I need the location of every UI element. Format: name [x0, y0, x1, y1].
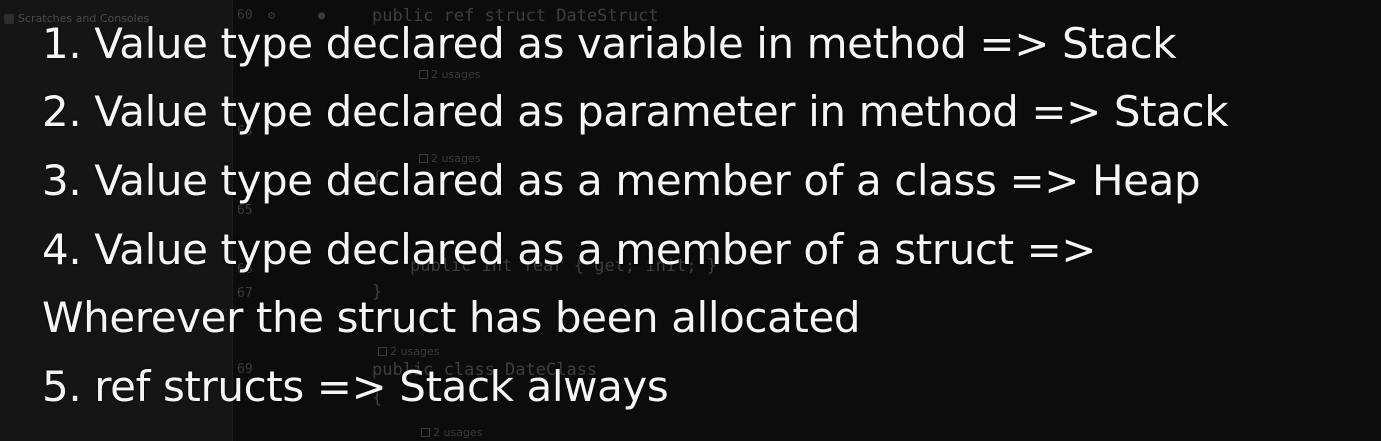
usages-hint[interactable]: 2 usages: [421, 426, 482, 439]
project-sidebar: Scratches and Consoles: [0, 0, 233, 441]
usages-icon: [419, 154, 428, 163]
usages-hint[interactable]: 2 usages: [378, 345, 439, 358]
sidebar-item-label: Scratches and Consoles: [18, 12, 150, 25]
line-number: 63: [237, 124, 253, 139]
code-line: public class DateClass: [372, 360, 598, 380]
caption-line-5: Wherever the struct has been allocated: [42, 293, 861, 342]
breakpoint-icon[interactable]: ●: [318, 8, 326, 22]
code-line: {: [372, 388, 383, 408]
line-number: 66: [237, 262, 253, 277]
line-number: 60: [237, 8, 253, 23]
code-line: public ref struct DateStruct: [372, 6, 659, 26]
usages-hint[interactable]: 2 usages: [419, 152, 480, 165]
line-number: 65: [237, 203, 253, 218]
caption-line-2: 2. Value type declared as parameter in m…: [42, 87, 1229, 136]
code-line: {: [372, 168, 383, 188]
caption-line-6: 5. ref structs => Stack always: [42, 362, 669, 411]
folder-icon: [4, 13, 14, 24]
usages-hint[interactable]: 2 usages: [419, 68, 480, 81]
caption-line-4: 4. Value type declared as a member of a …: [42, 225, 1097, 274]
usages-icon: [421, 428, 430, 437]
line-number: 67: [237, 286, 253, 301]
usages-icon: [419, 70, 428, 79]
caption-line-3: 3. Value type declared as a member of a …: [42, 156, 1201, 205]
code-line: }: [372, 282, 383, 302]
implementation-icon[interactable]: ⚙: [268, 8, 276, 22]
usages-icon: [378, 347, 387, 356]
line-number: 69: [237, 362, 253, 377]
sidebar-item-scratches[interactable]: Scratches and Consoles: [4, 12, 149, 25]
code-line: public int Year { get; init; }: [410, 256, 718, 276]
caption-line-1: 1. Value type declared as variable in me…: [42, 19, 1177, 68]
